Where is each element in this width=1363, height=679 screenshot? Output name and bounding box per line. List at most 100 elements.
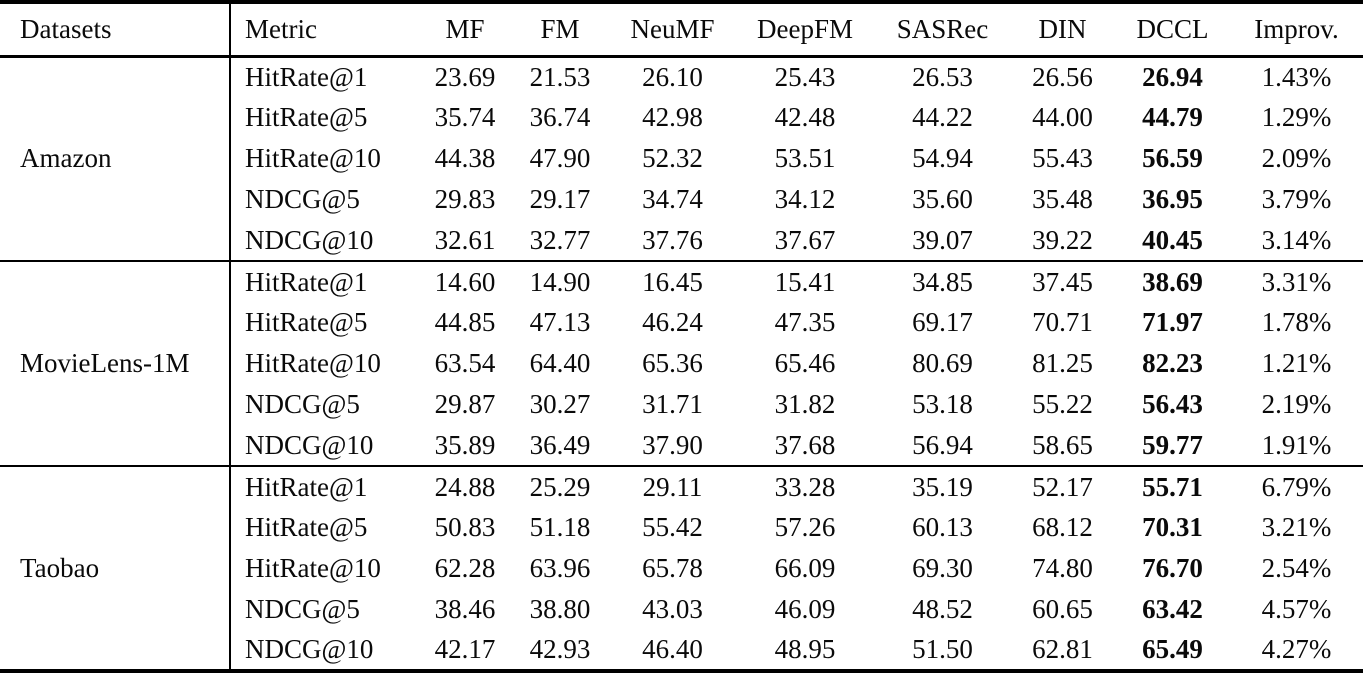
- header-metric: Metric: [229, 2, 420, 56]
- metric-label: HitRate@1: [229, 260, 420, 302]
- value-cell-best: 59.77: [1142, 429, 1203, 460]
- value-cell: 57.26: [774, 512, 836, 542]
- value-cell: 43.03: [642, 594, 703, 624]
- value-cell: 81.25: [1032, 348, 1093, 378]
- table-body: Amazon HitRate@1 23.69 21.53 26.10 25.43 26.53…: [0, 56, 1363, 671]
- table-row: HitRate@10 44.38 47.90 52.32 53.51 54.94 55.43…: [0, 138, 1363, 179]
- table-row: NDCG@5 29.87 30.27 31.71 31.82 53.18 55.22 56.4…: [0, 384, 1363, 425]
- value-cell: 29.11: [610, 465, 735, 507]
- value-cell: 14.60: [420, 260, 510, 302]
- value-cell: 42.17: [434, 634, 496, 664]
- value-cell: 55.22: [1032, 389, 1093, 419]
- value-cell: 31.82: [774, 389, 836, 419]
- value-cell: 51.18: [529, 512, 591, 542]
- value-cell: 37.68: [774, 429, 836, 460]
- value-cell-best: 40.45: [1142, 224, 1203, 255]
- value-cell-best: 82.23: [1142, 348, 1203, 378]
- value-cell: 35.48: [1032, 184, 1093, 214]
- value-cell: 64.40: [529, 348, 591, 378]
- value-cell: 6.79%: [1230, 465, 1363, 507]
- value-cell: 29.87: [434, 389, 496, 419]
- value-cell: 63.54: [434, 348, 496, 378]
- value-cell: 48.52: [912, 594, 973, 624]
- value-cell: 44.38: [434, 143, 496, 173]
- table-row: NDCG@5 38.46 38.80 43.03 46.09 48.52 60.65 63.4…: [0, 589, 1363, 630]
- dataset-label: Taobao: [0, 465, 230, 671]
- value-cell: 53.18: [912, 389, 973, 419]
- value-cell: 30.27: [529, 389, 591, 419]
- value-cell: 23.69: [434, 61, 496, 92]
- value-cell: 31.71: [642, 389, 703, 419]
- metric-label: HitRate@10: [229, 138, 420, 179]
- table-row: NDCG@5 29.83 29.17 34.74 34.12 35.60 35.48 36.9…: [0, 179, 1363, 220]
- metric-label: HitRate@1: [229, 56, 420, 97]
- value-cell: 48.95: [774, 634, 836, 664]
- metric-label: HitRate@10: [229, 548, 420, 589]
- value-cell: 62.28: [434, 553, 496, 583]
- metric-label: HitRate@5: [229, 302, 420, 343]
- value-cell: 44.22: [912, 102, 973, 132]
- value-cell-best: 71.97: [1142, 307, 1203, 337]
- value-cell: 47.35: [774, 307, 836, 337]
- header-deepfm: DeepFM: [757, 13, 853, 44]
- value-cell: 60.13: [912, 512, 973, 542]
- value-cell: 3.79%: [1261, 184, 1332, 214]
- value-cell: 33.28: [735, 465, 875, 507]
- table-row: HitRate@10 63.54 64.40 65.36 65.46 80.69 81.25…: [0, 343, 1363, 384]
- value-cell: 34.74: [642, 184, 703, 214]
- table-header: Datasets Metric MF FM NeuMF DeepFM SASRe…: [0, 2, 1363, 56]
- value-cell: 29.17: [529, 184, 591, 214]
- value-cell: 70.71: [1032, 307, 1093, 337]
- value-cell: 32.77: [529, 224, 591, 255]
- value-cell-best: 63.42: [1142, 594, 1203, 624]
- value-cell: 55.43: [1032, 143, 1093, 173]
- value-cell: 60.65: [1032, 594, 1093, 624]
- header-datasets: Datasets: [20, 13, 112, 44]
- value-cell-best: 55.71: [1115, 465, 1230, 507]
- value-cell: 26.56: [1032, 61, 1093, 92]
- value-cell: 52.17: [1010, 465, 1115, 507]
- value-cell: 25.29: [510, 465, 610, 507]
- metric-label: NDCG@5: [229, 179, 420, 220]
- value-cell-best: 56.43: [1142, 389, 1203, 419]
- value-cell: 65.46: [774, 348, 836, 378]
- value-cell: 3.21%: [1261, 512, 1332, 542]
- value-cell: 37.90: [642, 429, 703, 460]
- header-row: Datasets Metric MF FM NeuMF DeepFM SASRe…: [0, 2, 1363, 56]
- value-cell: 29.83: [434, 184, 496, 214]
- value-cell: 53.51: [774, 143, 836, 173]
- value-cell-best: 70.31: [1142, 512, 1203, 542]
- value-cell: 58.65: [1032, 429, 1093, 460]
- value-cell: 16.45: [610, 260, 735, 302]
- value-cell: 37.45: [1010, 260, 1115, 302]
- value-cell: 62.81: [1032, 634, 1093, 664]
- table-row: Amazon HitRate@1 23.69 21.53 26.10 25.43 26.53…: [0, 56, 1363, 173]
- value-cell: 1.78%: [1261, 307, 1332, 337]
- value-cell: 52.32: [642, 143, 703, 173]
- header-neumf: NeuMF: [630, 13, 715, 44]
- value-cell: 2.19%: [1261, 389, 1332, 419]
- table-row: NDCG@10 42.17 42.93 46.40 48.95 51.50 62.81 65.…: [0, 630, 1363, 671]
- value-cell-best: 26.94: [1142, 61, 1203, 92]
- value-cell: 37.76: [642, 224, 703, 255]
- metric-label: HitRate@10: [229, 343, 420, 384]
- value-cell: 80.69: [912, 348, 973, 378]
- value-cell: 34.85: [875, 260, 1010, 302]
- value-cell: 1.21%: [1261, 348, 1332, 378]
- value-cell: 51.50: [912, 634, 973, 664]
- value-cell: 35.89: [434, 429, 496, 460]
- value-cell: 39.22: [1032, 224, 1093, 255]
- value-cell: 2.54%: [1261, 553, 1332, 583]
- value-cell: 65.78: [642, 553, 703, 583]
- dataset-label: Amazon: [20, 143, 112, 174]
- value-cell: 4.27%: [1261, 634, 1332, 664]
- value-cell-best: 56.59: [1142, 143, 1203, 173]
- value-cell: 66.09: [774, 553, 836, 583]
- value-cell: 26.53: [912, 61, 973, 92]
- value-cell: 63.96: [529, 553, 591, 583]
- metric-label: HitRate@5: [229, 97, 420, 138]
- value-cell: 1.43%: [1261, 61, 1332, 92]
- metric-label: NDCG@10: [229, 425, 420, 466]
- value-cell: 15.41: [735, 260, 875, 302]
- value-cell-best: 65.49: [1142, 634, 1203, 664]
